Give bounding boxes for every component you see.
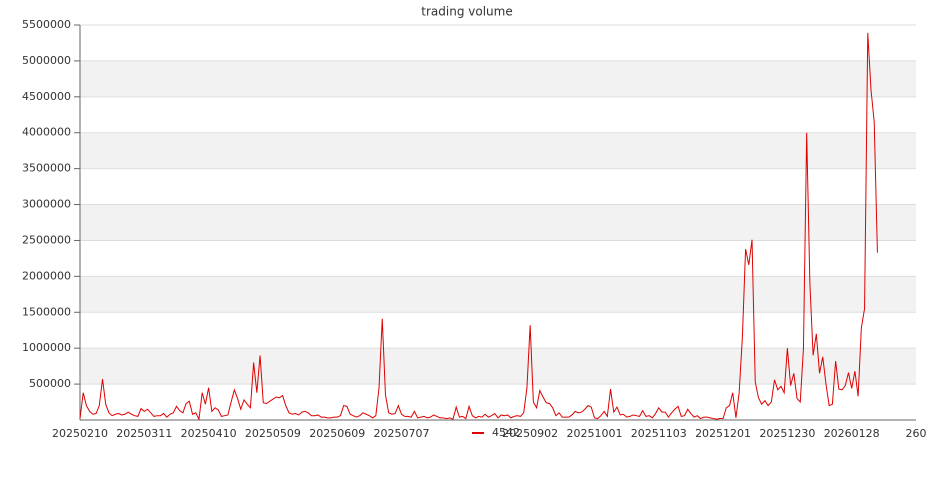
y-tick-label: 5500000 xyxy=(22,18,71,31)
y-tick-label: 1000000 xyxy=(22,341,71,354)
grid-band xyxy=(80,348,916,385)
y-tick-label: 500000 xyxy=(29,377,71,390)
y-tick-label: 4000000 xyxy=(22,126,71,139)
x-tick-label: 20250210 xyxy=(52,427,108,440)
y-tick-label: 2000000 xyxy=(22,269,71,282)
x-tick-label: 20250902 xyxy=(502,427,558,440)
y-tick-label: 3000000 xyxy=(22,198,71,211)
grid-band xyxy=(80,276,916,313)
grid-band xyxy=(80,60,916,97)
grid-band xyxy=(80,132,916,169)
x-tick-label: 20251001 xyxy=(566,427,622,440)
chart-title: trading volume xyxy=(421,5,512,19)
y-tick-label: 4500000 xyxy=(22,90,71,103)
line xyxy=(79,32,878,421)
x-tick-label: 20251230 xyxy=(759,427,815,440)
x-tick-label: 20250707 xyxy=(374,427,430,440)
x-tick-label: 20260128 xyxy=(824,427,880,440)
legend-label: 4542 xyxy=(492,426,520,439)
y-tick-label: 1500000 xyxy=(22,305,71,318)
y-tick-label: 3500000 xyxy=(22,162,71,175)
x-tick-label: 20251201 xyxy=(695,427,751,440)
x-tick-label: 20250311 xyxy=(116,427,172,440)
y-tick-label: 5000000 xyxy=(22,54,71,67)
x-tick-label: 20251103 xyxy=(631,427,687,440)
x-tick-label: 260 xyxy=(906,427,927,440)
x-tick-label: 20250609 xyxy=(309,427,365,440)
x-tick-label: 20250410 xyxy=(181,427,237,440)
x-tick-label: 20250509 xyxy=(245,427,301,440)
y-tick-label: 2500000 xyxy=(22,233,71,246)
grid-band xyxy=(80,204,916,241)
